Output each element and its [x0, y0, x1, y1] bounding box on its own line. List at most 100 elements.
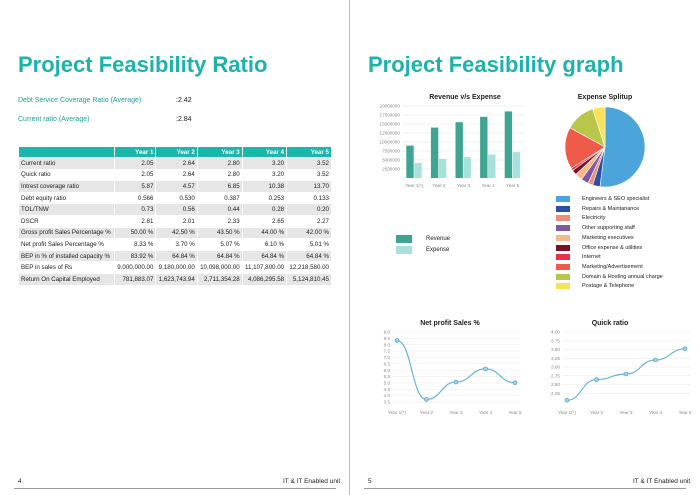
- x-tick-label: Year 3: [457, 183, 471, 188]
- y-tick-label: 2.50: [551, 382, 560, 387]
- y-tick-label: 20000000: [380, 104, 401, 109]
- table-cell: 0.56: [155, 203, 198, 216]
- table-row: Current ratio 2.05 2.64 2.80 3.20 3.52: [18, 157, 332, 170]
- table-cell: 9,180,000.00: [155, 261, 198, 274]
- table-row: DSCR 2.81 2.01 2.33 2.65 2.27: [18, 214, 332, 228]
- y-tick-label: 10000000: [380, 140, 401, 145]
- row-label-cell: BEP in sales of Rs: [18, 261, 115, 274]
- y-tick-label: 9.0: [384, 330, 391, 335]
- bar-expense: [438, 158, 447, 178]
- y-tick-label: 7.5: [384, 349, 391, 354]
- table-cell: 43.50 %: [196, 226, 243, 240]
- table-cell: 2,711,354.28: [196, 272, 243, 286]
- legend-label: Repairs & Maintanance: [582, 205, 640, 212]
- pie-legend-item: Internet: [556, 254, 601, 261]
- pie-legend-item: Domain & Hosting annual charge: [556, 273, 663, 280]
- table-cell: 2.33: [196, 214, 243, 228]
- x-tick-label: Year 3: [449, 410, 463, 415]
- y-tick-label: 7500000: [382, 149, 400, 154]
- table-cell: 2.01: [155, 214, 198, 228]
- table-cell: 4.57: [155, 180, 198, 193]
- row-label-cell: Current ratio: [18, 157, 115, 170]
- x-tick-label: Year 2: [420, 410, 434, 415]
- y-tick-label: 3.00: [551, 365, 560, 370]
- legend-swatch: [556, 263, 570, 270]
- table-row: Return On Capital Employed 781,883.07 1,62…: [18, 272, 332, 286]
- bar-expense: [463, 157, 471, 178]
- x-tick-label: Year 3: [619, 410, 633, 415]
- table-body: Current ratio 2.05 2.64 2.80 3.20 3.52 Quick r…: [18, 157, 332, 286]
- legend-label: Expense: [426, 247, 450, 253]
- table-cell: 0.387: [196, 191, 243, 205]
- bar-revenue: [480, 116, 488, 178]
- bar-revenue: [430, 127, 439, 178]
- table-cell: 42.00 %: [286, 226, 332, 240]
- left-page: Project Feasibility Ratio Debt Service C…: [14, 0, 350, 495]
- table-row: Debt equity ratio 0.566 0.530 0.387 0.253 0.1…: [18, 191, 332, 205]
- pie-legend-item: Marketing executives: [556, 234, 634, 241]
- table-cell: 5.87: [113, 180, 157, 193]
- pie-legend-item: Office expense & utilities: [556, 244, 642, 251]
- net-profit-line-chart: 9.08.58.0 7.57.06.5 6.05.5 5.04.54.0 3.5 Year…: [384, 330, 522, 415]
- pie-slice: [599, 106, 646, 188]
- table-cell: 0.253: [241, 191, 288, 205]
- expense-chart-title: Expense Splitup: [577, 94, 633, 101]
- table-cell: 64.84 %: [286, 249, 332, 263]
- data-point: [623, 371, 629, 377]
- pie-legend-item: Other supporting staff: [556, 225, 635, 232]
- table-header-cell: Year 3: [196, 146, 243, 158]
- x-tick-label: Year 2: [590, 410, 604, 415]
- pie-legend-item: Postage & Telephone: [556, 283, 634, 290]
- x-tick-label: Year 5: [678, 410, 692, 415]
- table-cell: 42.50 %: [155, 226, 198, 240]
- pie-slice: [592, 106, 606, 148]
- y-tick-label: 15000000: [380, 122, 401, 127]
- table-cell: 0.566: [113, 191, 157, 205]
- legend-swatch: [556, 225, 570, 232]
- dscr-average-label: Debt Service Coverage Ratio (Average): [18, 97, 142, 104]
- x-tick-label: Year 1(*): [388, 410, 406, 415]
- table-cell: 0.20: [286, 203, 332, 216]
- data-point: [653, 357, 658, 363]
- legend-label: Other supporting staff: [582, 225, 635, 232]
- row-label-cell: Quick ratio: [18, 168, 115, 182]
- row-label-cell: Gross profit Sales Percentage %: [18, 226, 115, 240]
- row-label-cell: BEP in % of installed capacity %: [18, 249, 115, 263]
- legend-swatch: [556, 234, 570, 241]
- page-title: Project Feasibility graph: [368, 52, 624, 77]
- table-cell: 3.70 %: [155, 238, 198, 251]
- table-cell: 2.81: [113, 214, 157, 228]
- y-tick-label: 5.0: [384, 381, 391, 386]
- x-tick-label: Year 4: [482, 183, 496, 188]
- footer-page-number: 5: [368, 478, 372, 485]
- pie-slice: [564, 127, 606, 169]
- data-point: [564, 397, 570, 403]
- net-profit-chart-title: Net profit Sales %: [420, 320, 480, 327]
- legend-label: Internet: [582, 254, 601, 261]
- table-cell: 2.64: [155, 157, 198, 170]
- x-tick-label: Year 1(*): [558, 410, 576, 415]
- data-point: [394, 338, 400, 343]
- current-ratio-average-label: Current ratio (Average): [18, 116, 90, 123]
- bar-expense: [488, 154, 496, 178]
- table-cell: 6.10 %: [241, 238, 288, 251]
- legend-label: Marketing executives: [582, 234, 634, 241]
- table-cell: 64.84 %: [155, 249, 198, 263]
- legend-label: Revenue: [426, 236, 451, 242]
- legend-label: Marketing/Advertisement: [582, 263, 643, 270]
- table-cell: 2.05: [113, 157, 157, 170]
- y-tick-label: 17500000: [380, 113, 401, 118]
- x-tick-label: Year 4: [649, 410, 663, 415]
- y-tick-label: 3.75: [551, 338, 560, 343]
- table-cell: 83.92 %: [113, 249, 157, 263]
- y-tick-label: 4.0: [384, 393, 391, 398]
- table-cell: 10.38: [241, 180, 288, 193]
- table-cell: 8.33 %: [113, 238, 157, 251]
- table-cell: 13.70: [286, 180, 332, 193]
- y-tick-label: 2.75: [551, 373, 560, 378]
- right-page: Project Feasibility graph Revenue v/s Ex…: [350, 0, 700, 495]
- data-point: [453, 379, 459, 385]
- y-tick-label: 6.5: [384, 361, 391, 366]
- expense-pie-chart: [564, 106, 646, 188]
- table-cell: 4,086,295.58: [241, 272, 288, 286]
